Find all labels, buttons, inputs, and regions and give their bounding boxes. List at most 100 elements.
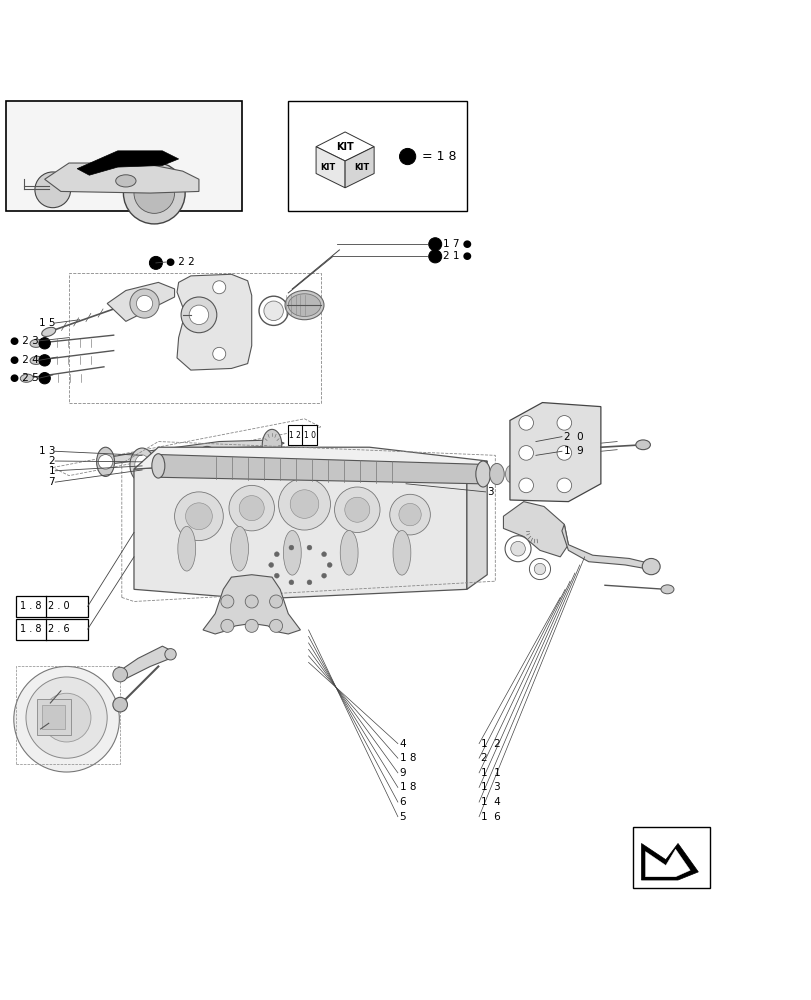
Text: 2  0: 2 0 [564, 432, 583, 442]
Polygon shape [158, 455, 478, 484]
Circle shape [399, 148, 415, 165]
Circle shape [289, 580, 294, 585]
Circle shape [504, 536, 530, 562]
Ellipse shape [97, 447, 114, 476]
Circle shape [136, 295, 152, 312]
Bar [16, 596, 88, 617]
Circle shape [307, 545, 311, 550]
Ellipse shape [168, 456, 181, 474]
Circle shape [274, 552, 279, 557]
Polygon shape [466, 461, 487, 589]
Ellipse shape [30, 339, 43, 347]
Text: ● 2 3: ● 2 3 [11, 336, 39, 346]
Text: 4: 4 [399, 739, 406, 749]
Text: 1 . 8: 1 . 8 [20, 624, 41, 634]
Ellipse shape [489, 463, 504, 485]
Ellipse shape [135, 455, 149, 475]
Text: 7: 7 [49, 477, 55, 487]
Text: 1 0: 1 0 [303, 431, 315, 440]
Ellipse shape [115, 175, 135, 187]
Circle shape [39, 373, 50, 384]
Bar [288, 425, 317, 445]
Text: 2: 2 [49, 456, 55, 466]
Circle shape [307, 580, 311, 585]
Circle shape [14, 666, 119, 772]
Text: 2 1 ●: 2 1 ● [443, 251, 471, 261]
Polygon shape [134, 461, 466, 599]
Polygon shape [641, 843, 697, 880]
Polygon shape [315, 132, 374, 161]
Text: 6: 6 [399, 797, 406, 807]
Ellipse shape [165, 649, 176, 660]
Ellipse shape [41, 327, 56, 336]
Circle shape [221, 595, 234, 608]
Ellipse shape [130, 448, 154, 482]
Bar [16, 619, 88, 640]
Ellipse shape [504, 465, 517, 483]
Ellipse shape [393, 530, 410, 575]
Circle shape [529, 558, 550, 580]
Ellipse shape [200, 454, 214, 476]
Text: 1  6: 1 6 [480, 812, 500, 822]
Text: 1  9: 1 9 [564, 446, 583, 456]
Circle shape [556, 478, 571, 493]
Circle shape [98, 455, 113, 469]
Circle shape [35, 172, 71, 208]
Bar [288, 101, 466, 211]
Polygon shape [315, 147, 345, 188]
Ellipse shape [283, 530, 301, 575]
Ellipse shape [113, 697, 127, 712]
Text: 2: 2 [480, 753, 487, 763]
Circle shape [428, 238, 441, 251]
Text: 2 . 0: 2 . 0 [49, 601, 70, 611]
Ellipse shape [642, 558, 659, 575]
Text: 5: 5 [399, 812, 406, 822]
Text: = 1 8: = 1 8 [422, 150, 456, 163]
Ellipse shape [178, 526, 195, 571]
Circle shape [534, 563, 545, 575]
Polygon shape [503, 502, 568, 557]
Text: 3: 3 [487, 487, 493, 497]
Text: 1 8: 1 8 [399, 753, 415, 763]
Circle shape [149, 256, 162, 269]
Text: KIT: KIT [336, 142, 354, 152]
Bar [42, 705, 65, 729]
Circle shape [518, 416, 533, 430]
Ellipse shape [164, 450, 185, 481]
Ellipse shape [113, 667, 127, 682]
Circle shape [269, 619, 282, 632]
Circle shape [42, 693, 91, 742]
Polygon shape [345, 147, 374, 188]
Ellipse shape [30, 356, 43, 364]
Ellipse shape [262, 429, 281, 460]
Ellipse shape [285, 291, 324, 320]
Polygon shape [77, 151, 178, 175]
Circle shape [239, 496, 264, 521]
Circle shape [269, 595, 282, 608]
Text: ● 2 4: ● 2 4 [11, 355, 39, 365]
Text: 9: 9 [399, 768, 406, 778]
Circle shape [245, 619, 258, 632]
Circle shape [398, 503, 421, 526]
Circle shape [26, 677, 107, 758]
Polygon shape [561, 524, 649, 569]
Circle shape [185, 503, 212, 530]
Ellipse shape [230, 526, 248, 571]
Text: 1 3: 1 3 [39, 446, 55, 456]
Polygon shape [101, 440, 284, 465]
Circle shape [556, 446, 571, 460]
Circle shape [212, 281, 225, 294]
Text: 1: 1 [49, 466, 55, 476]
Text: 1 8: 1 8 [399, 782, 415, 792]
Circle shape [389, 494, 430, 535]
Polygon shape [45, 163, 199, 193]
Circle shape [212, 347, 225, 360]
Circle shape [510, 541, 525, 556]
Text: ● 2 2: ● 2 2 [166, 257, 195, 267]
Circle shape [321, 552, 326, 557]
Circle shape [134, 173, 174, 213]
Text: 1  3: 1 3 [480, 782, 500, 792]
Circle shape [39, 338, 50, 349]
Circle shape [39, 355, 50, 366]
Polygon shape [177, 274, 251, 370]
